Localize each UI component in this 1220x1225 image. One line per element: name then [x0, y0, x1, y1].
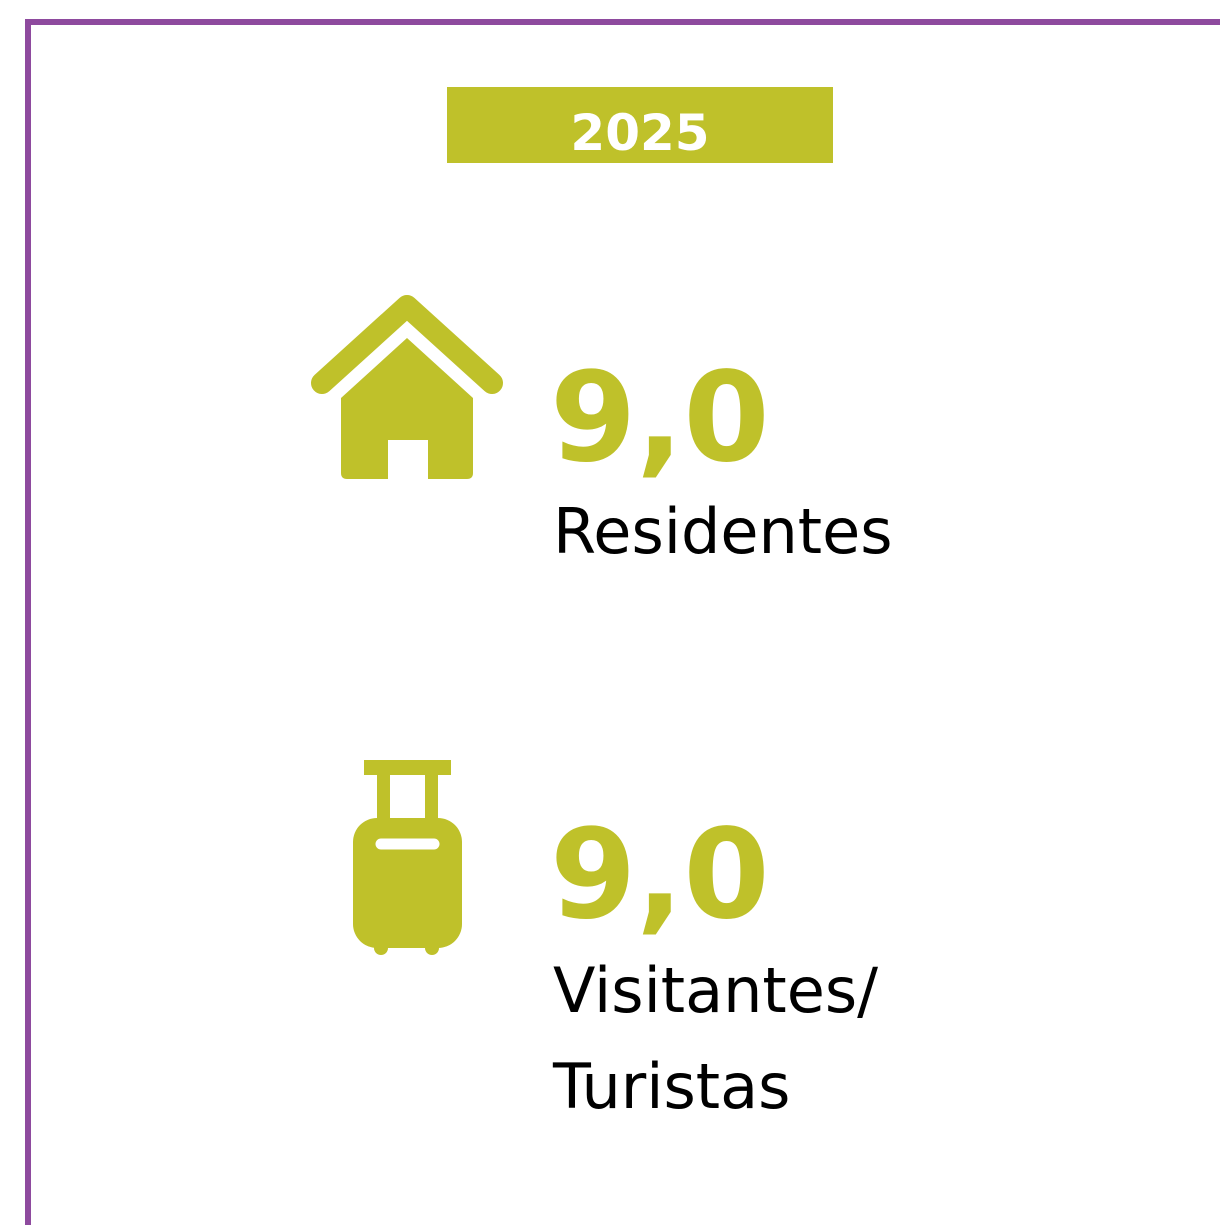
label: Visitantes/ [553, 954, 878, 1027]
suitcase-icon [353, 760, 462, 955]
frame [25, 19, 1220, 1225]
label: Residentes [553, 495, 893, 568]
value: 9,0 [550, 346, 770, 490]
year-box [447, 87, 833, 163]
label: Turistas [552, 1050, 790, 1123]
value: 9,0 [550, 803, 770, 947]
year: 2025 [570, 104, 709, 162]
house-icon [311, 295, 503, 479]
